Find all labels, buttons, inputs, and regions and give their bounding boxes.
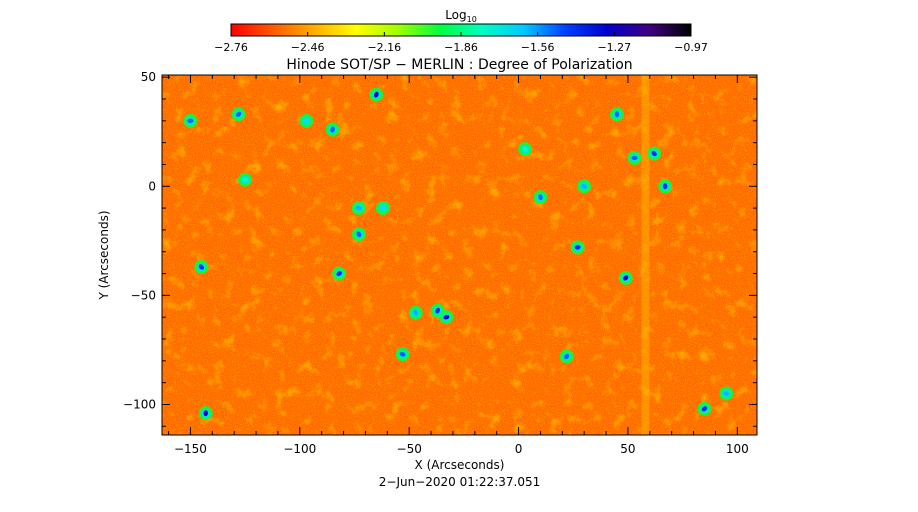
feature-core: [399, 351, 406, 357]
x-tick-label: −100: [283, 442, 316, 456]
y-tick-label: −50: [131, 288, 156, 302]
feature-core: [522, 146, 528, 152]
feature-core: [198, 264, 204, 270]
feature-core: [203, 410, 208, 417]
feature-core: [303, 118, 309, 124]
feature-core: [242, 177, 249, 182]
feature-core: [355, 205, 362, 211]
timestamp: 2−Jun−2020 01:22:37.051: [379, 475, 540, 489]
x-tick-label: 100: [726, 442, 749, 456]
x-tick-label: 50: [620, 442, 635, 456]
plot-frame: [161, 74, 758, 436]
feature-core: [574, 245, 581, 250]
feature-core: [564, 353, 570, 360]
y-tick-label: 50: [141, 70, 156, 84]
feature-core: [374, 91, 379, 98]
feature-core: [631, 155, 638, 161]
y-tick-label: 0: [148, 179, 156, 193]
colorbar-tick-label: −2.16: [367, 41, 401, 54]
colorbar-tick-label: −1.56: [521, 41, 555, 54]
colorbar-label-subscript: 10: [467, 15, 477, 24]
chart-title: Hinode SOT/SP − MERLIN : Degree of Polar…: [286, 57, 632, 73]
x-tick-label: −150: [174, 442, 207, 456]
feature-core: [380, 205, 386, 211]
colorbar-tick-label: −1.27: [597, 41, 631, 54]
feature-core: [614, 111, 620, 118]
heatmap-plot-area: [162, 75, 757, 435]
feature-core: [662, 183, 668, 190]
x-tick-label: 0: [515, 442, 523, 456]
feature-core: [435, 307, 441, 314]
feature-core: [723, 391, 730, 396]
feature-core: [187, 118, 194, 124]
feature-core: [581, 183, 587, 189]
colorbar-tick-label: −1.86: [444, 41, 478, 54]
colorbar-label-base: Log: [445, 8, 466, 22]
colorbar-tick-label: −2.76: [214, 41, 248, 54]
colorbar-tick-label: −0.97: [674, 41, 708, 54]
feature-core: [413, 309, 419, 316]
colorbar-tick-label: −2.46: [291, 41, 325, 54]
feature-core: [701, 406, 708, 412]
x-axis-ticks: −150 −100 −50 0 50 100: [168, 75, 749, 456]
feature-core: [443, 314, 450, 320]
y-tick-label: −100: [123, 397, 156, 411]
colorbar-label: Log10: [445, 8, 477, 24]
feature-core: [651, 150, 657, 157]
colorbar-ticks: −2.76 −2.46 −2.16 −1.86 −1.56 −1.27 −0.97: [214, 32, 708, 54]
heatmap-bright-lane: [641, 75, 650, 435]
heatmap-features: [183, 87, 734, 421]
x-tick-label: −50: [397, 442, 422, 456]
y-axis-label: Y (Arcseconds): [97, 210, 111, 300]
feature-core: [623, 275, 629, 281]
feature-core: [235, 111, 242, 117]
feature-core: [538, 194, 543, 201]
y-axis-ticks: 50 0 −50 −100: [123, 70, 757, 427]
x-axis-label: X (Arcseconds): [415, 458, 505, 472]
feature-core: [330, 126, 335, 133]
feature-core: [336, 271, 342, 276]
feature-core: [356, 231, 362, 238]
heatmap-texture-patches: [162, 75, 757, 435]
